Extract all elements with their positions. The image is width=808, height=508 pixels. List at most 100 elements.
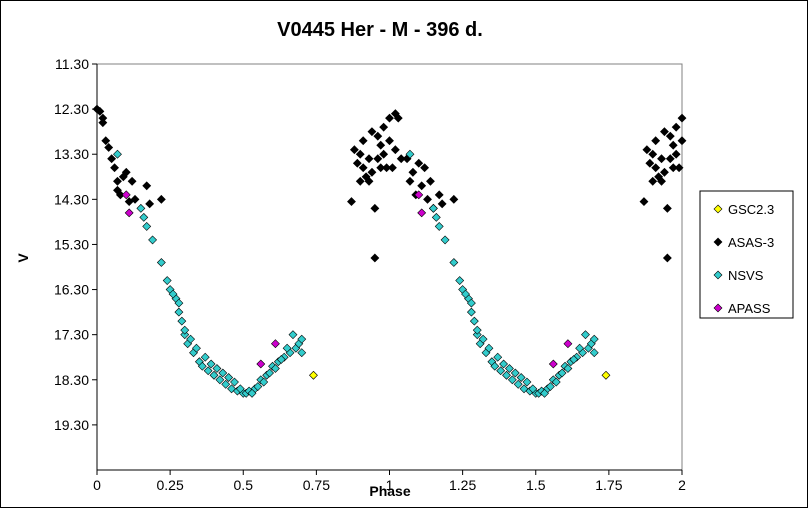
data-point: [417, 181, 427, 191]
legend-label: NSVS: [728, 268, 764, 283]
data-point: [516, 373, 526, 382]
data-point: [206, 359, 216, 369]
data-point: [589, 334, 599, 344]
data-point: [197, 361, 207, 371]
data-point: [388, 163, 397, 173]
data-point: [95, 106, 105, 116]
data-point: [271, 364, 280, 373]
data-point: [569, 355, 579, 364]
data-point: [540, 388, 549, 398]
data-point: [472, 325, 482, 335]
y-tick-label: 11.30: [55, 56, 89, 72]
data-point: [469, 316, 479, 326]
data-point: [466, 298, 476, 308]
data-point: [148, 235, 157, 245]
data-point: [256, 359, 266, 369]
data-point: [145, 199, 155, 209]
data-point: [390, 145, 400, 155]
data-point: [212, 364, 222, 373]
data-point: [414, 190, 424, 200]
data-point: [142, 181, 152, 191]
data-point: [156, 258, 166, 267]
data-point: [107, 154, 117, 164]
data-point: [385, 113, 394, 123]
data-point: [648, 176, 658, 186]
data-point: [493, 352, 503, 362]
data-point: [601, 370, 611, 380]
x-tick-label: 2: [678, 477, 686, 493]
data-point: [396, 154, 406, 164]
data-point: [507, 375, 517, 385]
data-point: [563, 364, 573, 373]
data-point: [668, 140, 678, 150]
data-point: [662, 203, 672, 213]
data-point: [660, 127, 669, 137]
data-point: [224, 373, 234, 382]
data-point: [408, 167, 418, 177]
data-point: [545, 382, 555, 391]
y-tick-label: 17.30: [54, 327, 89, 343]
data-point: [426, 176, 435, 186]
data-point: [297, 348, 307, 358]
data-point: [505, 364, 514, 373]
data-point: [440, 235, 450, 245]
legend-label: ASAS-3: [728, 235, 774, 250]
data-point: [405, 149, 415, 159]
legend-marker: [713, 303, 723, 313]
legend-label: GSC2.3: [728, 202, 774, 217]
data-point: [124, 208, 134, 218]
data-point: [420, 163, 430, 173]
data-point: [563, 339, 573, 349]
data-point: [101, 136, 111, 146]
data-point: [455, 276, 465, 285]
x-axis-label: Phase: [369, 483, 410, 499]
data-point: [528, 384, 538, 394]
data-point: [282, 343, 292, 353]
data-point: [127, 176, 137, 186]
data-point: [379, 122, 389, 132]
data-point: [373, 154, 383, 164]
x-tick-label: 1.75: [595, 477, 622, 493]
data-point: [235, 384, 245, 394]
data-point: [437, 199, 447, 209]
plot-area: [96, 63, 683, 471]
data-point: [309, 370, 318, 380]
y-tick-label: 13.30: [54, 146, 89, 162]
data-point: [662, 253, 672, 263]
y-tick-label: 18.30: [54, 372, 89, 388]
data-point: [271, 339, 280, 349]
data-point: [657, 176, 666, 186]
data-point: [449, 194, 459, 204]
data-point: [174, 307, 184, 317]
y-tick-label: 19.30: [54, 417, 89, 433]
data-point: [376, 163, 386, 173]
series-nsvs: [113, 149, 599, 398]
data-point: [162, 276, 172, 285]
data-point: [499, 359, 508, 369]
data-point: [259, 377, 269, 387]
x-tick-label: 1: [386, 477, 394, 493]
x-tick-label: 1.5: [526, 477, 546, 493]
series-gsc2-3: [309, 370, 611, 380]
data-point: [186, 334, 196, 344]
data-point: [352, 158, 362, 168]
y-tick-label: 14.30: [54, 191, 89, 207]
data-point: [358, 163, 368, 173]
y-axis-label: V: [15, 253, 31, 263]
data-point: [215, 375, 225, 385]
legend-marker: [713, 237, 723, 247]
data-point: [218, 368, 228, 378]
data-point: [665, 131, 675, 141]
x-tick-label: 0.75: [303, 477, 330, 493]
data-point: [297, 334, 307, 344]
data-point: [449, 258, 459, 267]
data-point: [648, 149, 658, 159]
data-point: [639, 197, 649, 207]
data-point: [431, 212, 441, 222]
data-point: [156, 194, 166, 204]
data-point: [671, 122, 681, 132]
data-point: [668, 163, 678, 173]
data-point: [253, 382, 263, 391]
